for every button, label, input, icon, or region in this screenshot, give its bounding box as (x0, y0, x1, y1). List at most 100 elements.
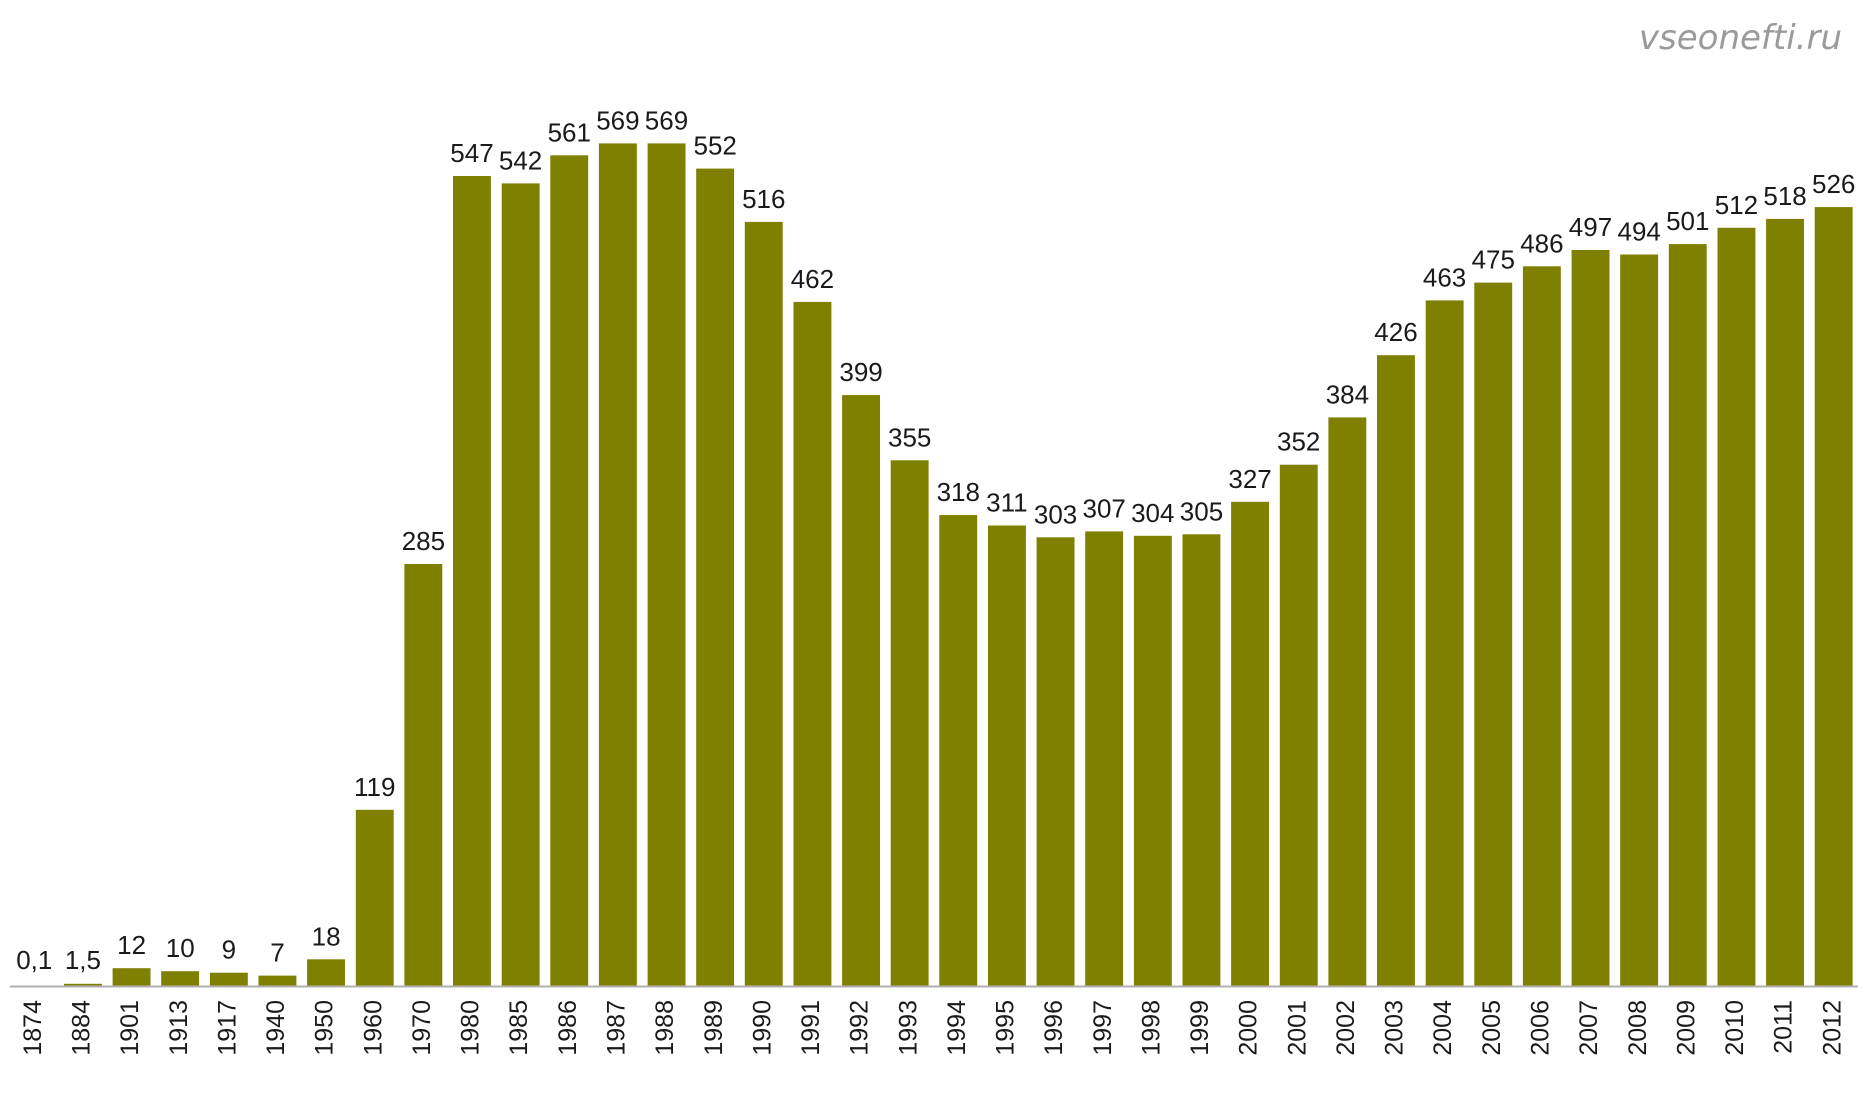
value-label-1950: 18 (312, 921, 341, 951)
x-tick-label-2004: 2004 (1429, 1000, 1457, 1056)
bar-1980 (453, 176, 491, 986)
x-tick-label-1913: 1913 (165, 1000, 193, 1056)
value-label-2011: 518 (1763, 181, 1806, 211)
bar-1994 (939, 515, 978, 986)
value-label-2009: 501 (1666, 206, 1709, 236)
value-label-2000: 327 (1228, 464, 1271, 494)
value-label-1913: 10 (166, 933, 195, 963)
bar-1940 (258, 975, 297, 986)
x-tick-label-2009: 2009 (1672, 1000, 1700, 1056)
bar-1884 (64, 983, 102, 986)
x-tick-label-1991: 1991 (797, 1000, 825, 1056)
bar-2012 (1814, 207, 1853, 987)
bar-2006 (1522, 266, 1561, 986)
bar-1990 (744, 221, 783, 986)
x-tick-label-1999: 1999 (1186, 1000, 1214, 1056)
x-tick-label-1884: 1884 (68, 1000, 96, 1056)
x-tick-label-1994: 1994 (943, 1000, 971, 1056)
value-label-1986: 561 (548, 117, 591, 147)
bar-2011 (1766, 218, 1804, 986)
x-tick-label-2003: 2003 (1381, 1000, 1409, 1056)
bar-1993 (890, 460, 929, 986)
bar-1917 (209, 972, 248, 986)
bar-1960 (355, 809, 394, 986)
x-tick-label-1960: 1960 (359, 1000, 387, 1056)
value-label-1990: 516 (742, 184, 785, 214)
x-tick-label-1997: 1997 (1089, 1000, 1117, 1056)
bar-1998 (1133, 535, 1172, 986)
x-tick-label-1989: 1989 (700, 1000, 728, 1056)
value-label-1980: 547 (450, 138, 493, 168)
bar-1970 (404, 564, 443, 986)
value-label-1993: 355 (888, 422, 931, 452)
value-label-1985: 542 (499, 145, 542, 175)
x-tick-label-1998: 1998 (1137, 1000, 1165, 1056)
bar-1985 (501, 183, 540, 986)
value-label-1960: 119 (354, 772, 395, 802)
value-label-2005: 475 (1472, 245, 1515, 275)
x-tick-label-1901: 1901 (116, 1000, 144, 1056)
bar-2001 (1279, 464, 1318, 986)
value-label-1994: 318 (937, 477, 980, 507)
x-tick-label-2006: 2006 (1527, 1000, 1555, 1056)
bar-2009 (1668, 244, 1707, 987)
bar-1950 (307, 959, 345, 986)
bar-2003 (1377, 355, 1415, 986)
bar-2008 (1620, 254, 1659, 986)
value-label-1987: 569 (596, 105, 639, 135)
value-label-2006: 486 (1520, 228, 1563, 258)
bar-1986 (550, 155, 589, 987)
value-label-1996: 303 (1034, 499, 1077, 529)
bar-1913 (161, 971, 200, 986)
x-tick-label-2008: 2008 (1624, 1000, 1652, 1056)
x-tick-label-2011: 2011 (1770, 1000, 1798, 1054)
value-label-1998: 304 (1131, 498, 1174, 528)
bars-group (15, 143, 1853, 987)
x-tick-label-1940: 1940 (262, 1000, 290, 1056)
value-label-2007: 497 (1569, 212, 1612, 242)
bar-2002 (1328, 417, 1367, 986)
value-label-1901: 12 (117, 930, 146, 960)
bar-2010 (1717, 227, 1756, 987)
value-label-2002: 384 (1326, 379, 1369, 409)
x-tick-label-1980: 1980 (457, 1000, 485, 1056)
value-label-1917: 9 (222, 935, 236, 965)
bar-2000 (1231, 501, 1269, 986)
x-tick-label-2007: 2007 (1575, 1000, 1603, 1056)
bar-1987 (598, 143, 637, 986)
bar-1988 (647, 143, 686, 986)
x-tick-label-1990: 1990 (748, 1000, 776, 1056)
value-label-1999: 305 (1180, 496, 1223, 526)
x-tick-label-1993: 1993 (894, 1000, 922, 1056)
x-tick-label-2000: 2000 (1235, 1000, 1263, 1056)
x-tick-label-1970: 1970 (408, 1000, 436, 1056)
x-tick-label-1950: 1950 (311, 1000, 339, 1056)
bar-1996 (1036, 537, 1075, 986)
x-tick-label-1988: 1988 (651, 1000, 679, 1056)
x-tick-label-2010: 2010 (1721, 1000, 1749, 1056)
x-tick-label-2005: 2005 (1478, 1000, 1506, 1056)
bar-1989 (696, 168, 735, 987)
value-label-1991: 462 (791, 264, 834, 294)
bar-1999 (1182, 534, 1221, 986)
value-label-1874: 0,1 (16, 945, 52, 975)
value-label-1884: 1,5 (65, 945, 101, 975)
bar-2005 (1474, 282, 1513, 987)
value-label-2012: 526 (1812, 169, 1855, 199)
value-label-2004: 463 (1423, 262, 1466, 292)
bar-1997 (1085, 531, 1124, 986)
x-tick-label-1874: 1874 (19, 1000, 47, 1056)
value-label-1970: 285 (402, 526, 445, 556)
x-tick-labels-group: 1874 1884 1901 1913 1917 1940 1950 1960 1970 1980… (19, 1000, 1846, 1056)
value-label-1997: 307 (1083, 493, 1126, 523)
x-tick-label-2012: 2012 (1818, 1000, 1846, 1056)
x-tick-label-1992: 1992 (846, 1000, 874, 1056)
bar-1901 (112, 968, 151, 986)
value-label-2010: 512 (1715, 190, 1758, 220)
value-label-1992: 399 (839, 357, 882, 387)
bar-1995 (988, 525, 1026, 986)
value-label-2001: 352 (1277, 427, 1320, 457)
x-tick-label-1917: 1917 (213, 1000, 241, 1056)
